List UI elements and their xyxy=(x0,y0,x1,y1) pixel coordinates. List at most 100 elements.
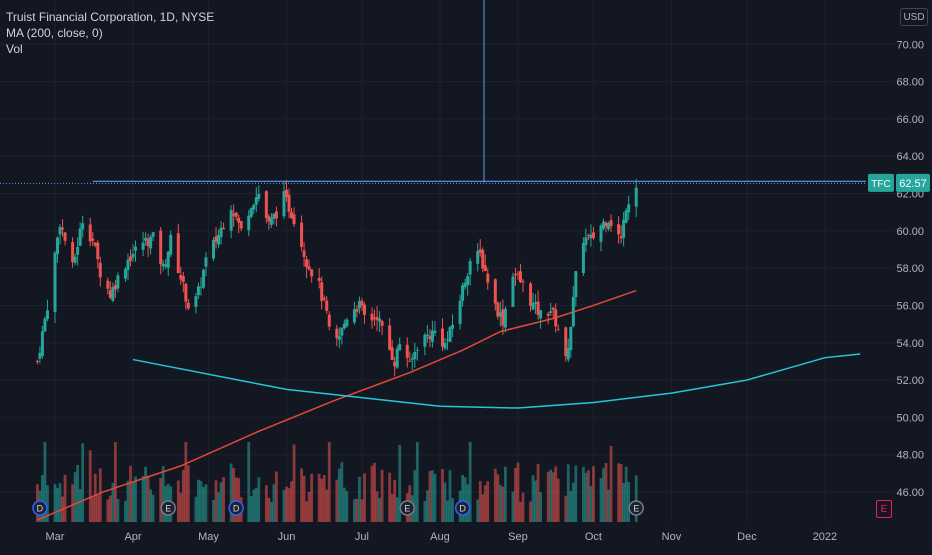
volume-bar xyxy=(116,498,120,522)
candle-body xyxy=(513,274,517,276)
candle-body xyxy=(591,232,595,239)
candle-body xyxy=(357,301,361,309)
volume-bar xyxy=(184,442,188,522)
volume-bar xyxy=(529,501,532,522)
candle-body xyxy=(204,257,208,267)
volume-bar xyxy=(425,490,429,522)
marker-letter: E xyxy=(633,504,639,514)
y-tick-label: 54.00 xyxy=(896,338,924,350)
candle-body xyxy=(501,309,505,326)
candle-body xyxy=(342,323,346,329)
volume-bar xyxy=(113,442,117,522)
ma-indicator-label[interactable]: MA (200, close, 0) xyxy=(6,26,103,40)
volume-bar xyxy=(514,467,517,522)
candle-body xyxy=(511,276,515,307)
volume-bar xyxy=(144,466,147,522)
candle-body xyxy=(164,264,168,267)
candle-body xyxy=(398,344,402,351)
volume-bar xyxy=(58,483,62,522)
volume-bar xyxy=(317,473,321,522)
y-tick-label: 60.00 xyxy=(896,226,924,238)
candle-body xyxy=(584,237,588,245)
x-tick-label: Sep xyxy=(508,531,528,543)
candle-body xyxy=(415,349,419,351)
volume-bar xyxy=(634,475,638,522)
candle-body xyxy=(232,213,236,216)
candle-body xyxy=(113,285,117,290)
candle-body xyxy=(284,189,288,198)
candle-body xyxy=(186,302,190,309)
volume-bar xyxy=(571,482,575,522)
candle-body xyxy=(141,242,145,250)
candle-body xyxy=(194,296,198,307)
symbol-title[interactable]: Truist Financial Corporation, 1D, NYSE xyxy=(6,10,215,24)
candle-body xyxy=(375,316,379,321)
volume-bar xyxy=(448,470,452,522)
candle-body xyxy=(35,360,39,362)
candle-body xyxy=(269,217,273,225)
volume-bar xyxy=(202,486,205,522)
candle-body xyxy=(393,361,397,367)
candle-body xyxy=(146,238,150,247)
volume-bar xyxy=(337,468,341,522)
currency-badge[interactable]: USD xyxy=(900,8,928,26)
volume-bar xyxy=(249,496,253,522)
volume-bar xyxy=(534,480,537,522)
volume-bar xyxy=(78,489,82,522)
candle-body xyxy=(410,358,414,360)
volume-bar xyxy=(267,497,271,522)
candle-body xyxy=(440,328,444,347)
volume-bar xyxy=(569,491,573,522)
candle-body xyxy=(106,280,110,289)
candle-body xyxy=(604,222,608,227)
volume-bar xyxy=(335,479,339,522)
volume-bar xyxy=(360,499,364,522)
candle-body xyxy=(345,319,349,327)
dividend-marker-icon xyxy=(32,500,48,516)
x-tick-label: 2022 xyxy=(813,531,837,543)
candle-body xyxy=(81,223,85,230)
candle-body xyxy=(566,347,570,360)
candle-body xyxy=(63,232,67,241)
volume-bar xyxy=(624,466,628,522)
volume-label[interactable]: Vol xyxy=(6,42,23,56)
x-tick-label: Aug xyxy=(430,531,450,543)
volume-bar xyxy=(431,470,434,522)
candle-body xyxy=(413,351,417,360)
volume-bar xyxy=(496,474,500,522)
volume-bar xyxy=(194,496,198,522)
earnings-marker-icon[interactable]: E xyxy=(876,500,892,518)
rounding-curve xyxy=(132,353,861,409)
candle-body xyxy=(529,283,533,306)
y-tick-label: 50.00 xyxy=(896,412,924,424)
candle-body xyxy=(247,215,251,231)
x-tick-label: May xyxy=(198,531,219,543)
candle-body xyxy=(126,259,130,271)
candle-body xyxy=(619,236,623,239)
candle-body xyxy=(292,214,296,225)
volume-bar xyxy=(275,471,278,522)
volume-bar xyxy=(390,493,394,522)
volume-bar xyxy=(247,442,251,522)
x-tick-label: Jun xyxy=(278,531,296,543)
volume-bar xyxy=(607,489,610,522)
volume-bar xyxy=(232,468,236,522)
y-tick-label: 70.00 xyxy=(896,39,924,51)
volume-bar xyxy=(345,490,349,522)
volume-bar xyxy=(272,484,276,522)
volume-bar xyxy=(451,498,454,522)
candle-body xyxy=(212,239,216,259)
y-tick-label: 64.00 xyxy=(896,151,924,163)
volume-bar xyxy=(536,463,540,522)
candle-body xyxy=(551,307,555,310)
volume-bar xyxy=(305,501,309,522)
volume-bar xyxy=(483,485,487,522)
volume-bar xyxy=(124,500,127,522)
candle-body xyxy=(93,242,97,246)
marker-letter: D xyxy=(37,504,44,514)
marker-letter: E xyxy=(404,504,410,514)
volume-bar xyxy=(587,470,590,522)
y-tick-label: 56.00 xyxy=(896,300,924,312)
